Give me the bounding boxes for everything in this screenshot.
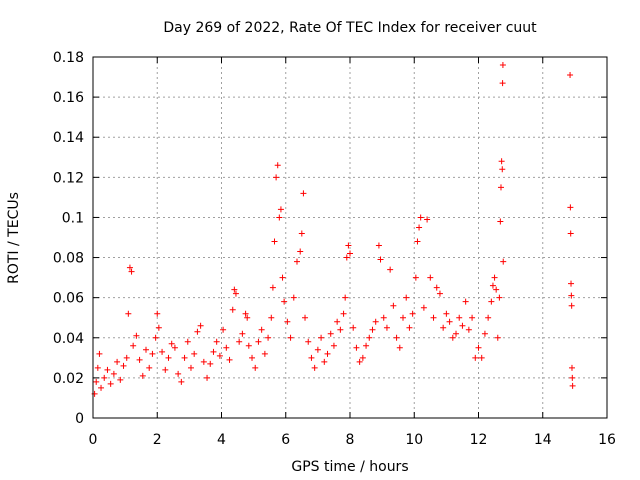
y-tick-label: 0.1: [62, 210, 84, 226]
x-tick-label: 0: [89, 432, 98, 448]
y-tick-label: 0.08: [53, 251, 84, 267]
y-tick-label: 0.16: [53, 90, 84, 106]
chart-title: Day 269 of 2022, Rate Of TEC Index for r…: [163, 20, 537, 36]
y-tick-label: 0.12: [53, 170, 84, 186]
y-tick-label: 0.02: [53, 371, 84, 387]
y-tick-label: 0.18: [53, 50, 84, 66]
x-tick-label: 6: [281, 432, 290, 448]
y-tick-label: 0.06: [53, 291, 84, 307]
x-tick-label: 12: [470, 432, 488, 448]
x-tick-label: 16: [598, 432, 616, 448]
x-axis-label: GPS time / hours: [291, 459, 408, 475]
x-tick-label: 2: [153, 432, 162, 448]
x-tick-label: 14: [534, 432, 552, 448]
x-tick-label: 8: [346, 432, 355, 448]
y-tick-label: 0: [75, 411, 84, 427]
x-tick-label: 4: [217, 432, 226, 448]
y-axis-label: ROTI / TECUs: [6, 192, 22, 284]
y-tick-label: 0.14: [53, 130, 84, 146]
x-tick-label: 10: [405, 432, 423, 448]
y-tick-label: 0.04: [53, 331, 84, 347]
